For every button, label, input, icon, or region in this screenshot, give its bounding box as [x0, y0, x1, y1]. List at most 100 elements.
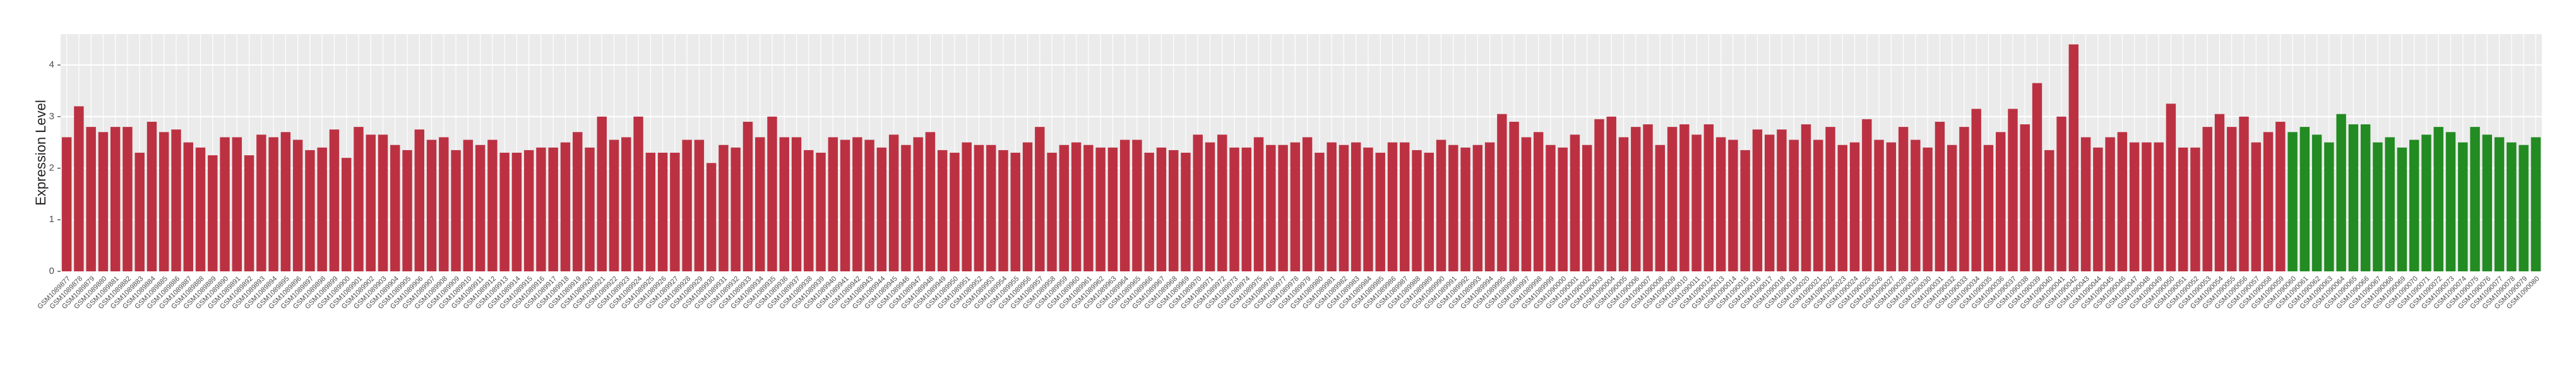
- bar: [280, 132, 291, 271]
- bar: [719, 145, 729, 271]
- bar: [195, 147, 206, 271]
- bar: [402, 150, 412, 271]
- bar: [560, 142, 571, 271]
- bar: [1643, 124, 1653, 271]
- bar: [2409, 139, 2419, 271]
- bar: [1558, 147, 1568, 271]
- bar: [1436, 139, 1446, 271]
- bar: [2008, 109, 2018, 272]
- bar: [1715, 137, 1726, 271]
- bar: [1947, 145, 1957, 271]
- bar: [1132, 139, 1142, 271]
- bar: [244, 155, 254, 271]
- bar: [1728, 139, 1738, 271]
- bar: [1181, 153, 1191, 271]
- bar: [2154, 142, 2164, 271]
- bar: [864, 139, 874, 271]
- bar: [2458, 142, 2468, 271]
- bar: [1801, 124, 1811, 271]
- bar: [1119, 139, 1130, 271]
- y-tick-label: 4: [49, 59, 54, 70]
- bar: [2117, 132, 2128, 271]
- bar: [913, 137, 923, 271]
- bar: [1339, 145, 1349, 271]
- bar: [366, 134, 376, 271]
- bar: [2251, 142, 2261, 271]
- bar: [292, 139, 303, 271]
- bar: [1898, 127, 1909, 271]
- bar: [1387, 142, 1398, 271]
- bar: [1983, 145, 1994, 271]
- bar: [439, 137, 449, 271]
- bar: [1253, 137, 1264, 271]
- bar: [2507, 142, 2517, 271]
- bar: [134, 153, 145, 271]
- bar: [2287, 132, 2298, 271]
- bar: [342, 158, 352, 271]
- bar: [1533, 132, 1544, 271]
- bar: [2142, 142, 2152, 271]
- y-tick-label: 1: [49, 214, 54, 225]
- bar: [2311, 134, 2322, 271]
- bar: [2433, 127, 2443, 271]
- bar: [1290, 142, 1301, 271]
- bar: [1825, 127, 1835, 271]
- bar: [487, 139, 498, 271]
- bar: [2214, 114, 2225, 271]
- bar: [1546, 145, 1556, 271]
- bar: [2032, 83, 2042, 272]
- bar: [171, 129, 181, 271]
- bar: [1509, 121, 1519, 271]
- bar: [585, 147, 595, 271]
- bar: [1071, 142, 1082, 271]
- bar: [1679, 124, 1690, 271]
- bar: [220, 137, 230, 271]
- bar: [804, 150, 814, 271]
- bar: [840, 139, 850, 271]
- bar: [110, 127, 121, 271]
- bar: [597, 116, 607, 271]
- bar: [1691, 134, 1702, 271]
- bar: [2494, 137, 2505, 271]
- bar: [414, 129, 425, 271]
- bar: [1655, 145, 1666, 271]
- bar: [1570, 134, 1580, 271]
- bar: [463, 139, 474, 271]
- bar: [451, 150, 461, 271]
- bar: [1351, 142, 1361, 271]
- bar: [2299, 127, 2310, 271]
- y-axis-label: Expression Level: [33, 100, 49, 206]
- bar: [1618, 137, 1629, 271]
- bar: [2336, 114, 2346, 271]
- bar: [828, 137, 838, 271]
- bar: [2263, 132, 2274, 271]
- bar: [2482, 134, 2493, 271]
- bar: [1302, 137, 1313, 271]
- bar: [2080, 137, 2091, 271]
- bar: [1156, 147, 1167, 271]
- y-tick-label: 3: [49, 111, 54, 122]
- bar: [1606, 116, 1616, 271]
- bar: [1315, 153, 1325, 271]
- bar: [962, 142, 972, 271]
- bar: [2129, 142, 2140, 271]
- bar: [523, 150, 534, 271]
- bar: [755, 137, 765, 271]
- bar: [390, 145, 400, 271]
- bar: [1849, 142, 1860, 271]
- bar: [329, 129, 340, 271]
- bar: [2093, 147, 2103, 271]
- bar: [1777, 129, 1787, 271]
- y-tick-label: 2: [49, 162, 54, 173]
- bar: [2166, 103, 2176, 271]
- bar: [2239, 116, 2249, 271]
- bar: [1703, 124, 1714, 271]
- bar: [2360, 124, 2371, 271]
- bar: [232, 137, 242, 271]
- bar: [1497, 114, 1507, 271]
- bar: [2348, 124, 2359, 271]
- bar: [1752, 129, 1763, 271]
- bar: [950, 153, 960, 271]
